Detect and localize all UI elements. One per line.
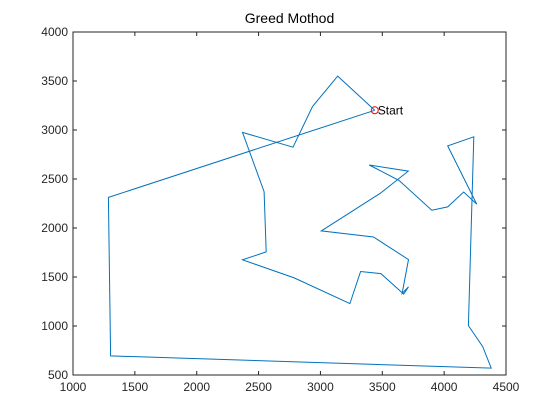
- x-tick-label: 2500: [245, 380, 272, 394]
- y-tick-label: 2000: [41, 221, 68, 235]
- start-label: Start: [378, 103, 404, 117]
- y-axis: 500 1000 1500 2000 2500 3000 3500 4000: [41, 25, 506, 382]
- x-tick-label: 3000: [307, 380, 334, 394]
- start-marker: [370, 106, 379, 115]
- y-tick-label: 2500: [41, 172, 68, 186]
- x-tick-label: 4500: [493, 380, 520, 394]
- x-tick-label: 3500: [369, 380, 396, 394]
- plot-box: [72, 31, 507, 376]
- y-tick-label: 1000: [41, 319, 68, 333]
- x-tick-label: 1500: [122, 380, 149, 394]
- y-tick-label: 1500: [41, 270, 68, 284]
- annotation-layer: Start: [370, 103, 404, 117]
- y-tick-label: 500: [48, 368, 68, 382]
- x-axis: 1000 1500 2000 2500 3000 3500 4000 4500: [60, 32, 520, 394]
- x-tick-label: 1000: [60, 380, 87, 394]
- series-layer: [107, 75, 492, 369]
- plot-area: [72, 31, 507, 376]
- y-tick-label: 4000: [41, 25, 68, 39]
- chart-title: Greed Mothod: [245, 10, 335, 26]
- x-tick-label: 4000: [431, 380, 458, 394]
- x-tick-label: 2000: [183, 380, 210, 394]
- y-tick-label: 3000: [41, 123, 68, 137]
- route-series-line: [107, 75, 492, 369]
- y-tick-label: 3500: [41, 74, 68, 88]
